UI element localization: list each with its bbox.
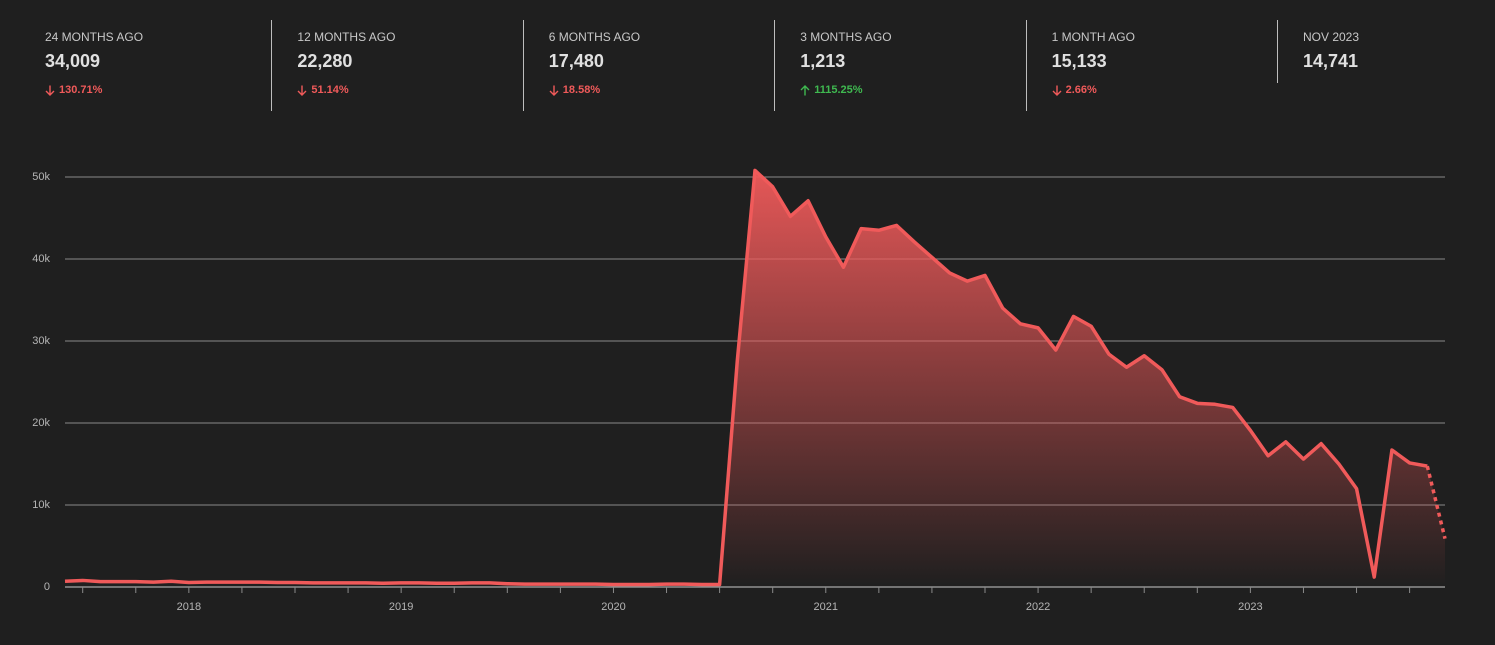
stat-label: NOV 2023 <box>1303 30 1360 44</box>
stat-card: 6 MONTHS AGO 17,480 18.58% <box>522 20 774 111</box>
stat-change-text: 51.14% <box>311 84 349 96</box>
x-tick-label: 2021 <box>814 601 838 613</box>
trend-arrow <box>800 84 810 95</box>
stat-change: 1115.25% <box>800 84 863 96</box>
stat-value: 22,280 <box>297 51 353 71</box>
trend-arrow <box>549 85 559 96</box>
stat-card: 24 MONTHS AGO 34,009 130.71% <box>20 20 270 111</box>
y-tick-label: 30k <box>32 335 50 347</box>
trend-arrow <box>45 85 55 96</box>
y-tick-label: 50k <box>32 171 50 183</box>
stat-label: 24 MONTHS AGO <box>45 30 144 44</box>
stat-label: 1 MONTH AGO <box>1051 30 1135 44</box>
stat-value: 34,009 <box>45 51 101 71</box>
area-fill <box>65 170 1445 587</box>
stat-card: NOV 2023 14,741 <box>1277 20 1495 83</box>
x-tick-label: 2019 <box>389 601 413 613</box>
y-tick-label: 40k <box>32 253 50 265</box>
stat-change: 18.58% <box>549 84 600 96</box>
stat-change-text: 130.71% <box>59 84 103 96</box>
stat-change-text: 18.58% <box>562 84 601 96</box>
stat-value: 1,213 <box>800 51 846 71</box>
trend-arrow <box>1052 85 1062 96</box>
y-tick-label: 0 <box>44 581 50 593</box>
x-tick-label: 2023 <box>1238 601 1262 613</box>
x-tick-label: 2018 <box>177 601 201 613</box>
x-tick-label: 2022 <box>1026 601 1050 613</box>
stat-value: 17,480 <box>548 51 604 71</box>
stat-label: 3 MONTHS AGO <box>800 30 892 44</box>
x-tick-label: 2020 <box>601 601 625 613</box>
stat-change-text: 2.66% <box>1065 84 1097 96</box>
stat-change: 51.14% <box>297 84 349 96</box>
stat-value: 14,741 <box>1303 51 1359 71</box>
line <box>64 168 1428 587</box>
stats-bar: 24 MONTHS AGO 34,009 130.71% 12 MONTHS AGO 2… <box>0 0 1495 120</box>
stat-change: 130.71% <box>45 84 102 96</box>
y-tick-label: 20k <box>32 417 50 429</box>
stat-change: 2.66% <box>1052 84 1097 96</box>
stat-value: 15,133 <box>1051 51 1107 71</box>
stat-card: 1 MONTH AGO 15,133 2.66% <box>1025 20 1277 111</box>
trend-arrow <box>297 85 307 96</box>
stat-card: 12 MONTHS AGO 22,280 51.14% <box>271 20 522 111</box>
stat-card: 3 MONTHS AGO 1,213 1115.25% <box>774 20 1025 111</box>
stat-change-text: 1115.25% <box>814 84 863 96</box>
y-tick-label: 10k <box>32 499 50 511</box>
stat-label: 6 MONTHS AGO <box>548 30 641 44</box>
stat-label: 12 MONTHS AGO <box>297 30 396 44</box>
